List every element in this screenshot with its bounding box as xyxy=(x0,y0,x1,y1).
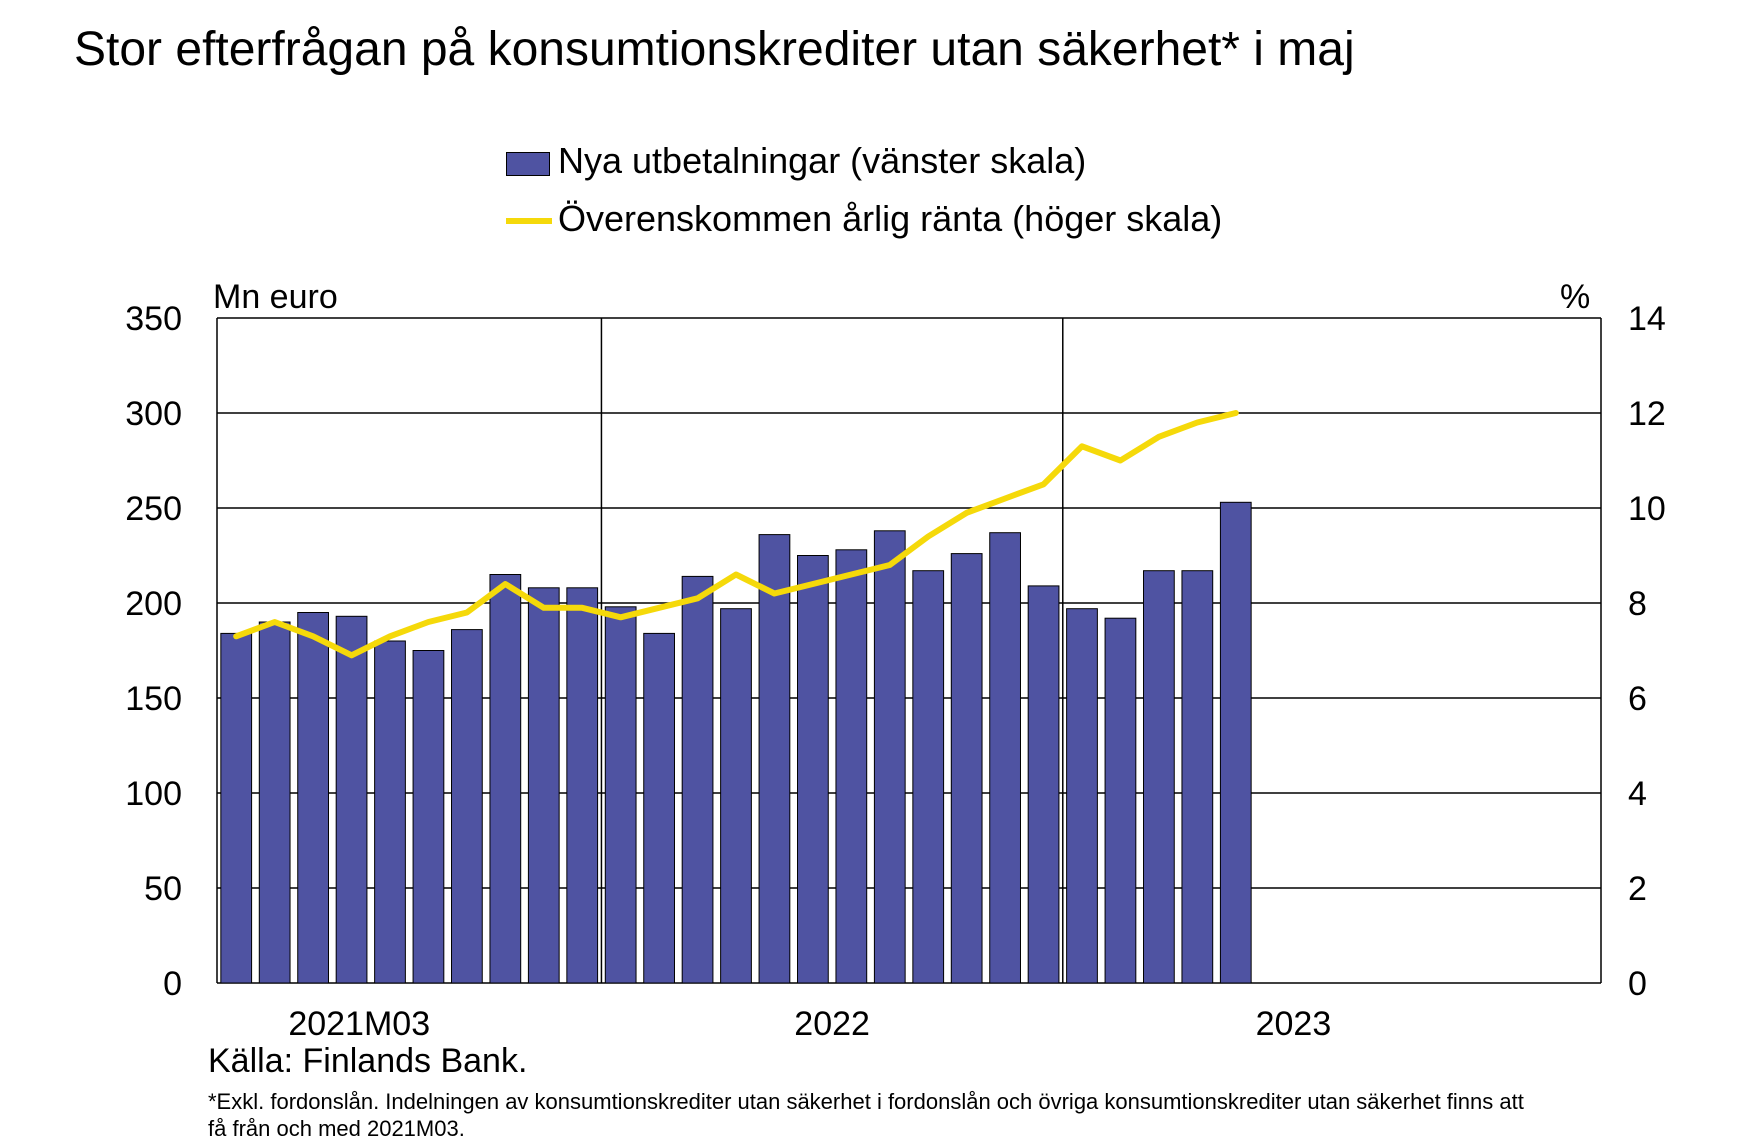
legend-swatch-bar xyxy=(506,152,550,176)
y-tick-label-right: 0 xyxy=(1628,965,1647,1003)
legend-label-line: Överenskommen årlig ränta (höger skala) xyxy=(558,198,1223,239)
bar xyxy=(220,632,253,984)
bar xyxy=(873,530,906,984)
bar xyxy=(797,555,829,984)
y-tick-label-left: 200 xyxy=(125,585,182,623)
chart-title: Stor efterfrågan på konsumtionskrediter … xyxy=(74,23,1355,76)
x-tick-label: 2023 xyxy=(1256,1005,1332,1043)
bar xyxy=(950,553,983,984)
bar xyxy=(681,575,714,984)
y-tick-label-left: 350 xyxy=(125,300,182,338)
right-axis-unit: % xyxy=(1560,278,1591,316)
y-tick-label-left: 0 xyxy=(163,965,182,1003)
y-tick-label-left: 150 xyxy=(125,680,182,718)
bar xyxy=(1143,570,1175,984)
y-tick-label-right: 10 xyxy=(1628,490,1666,528)
footnote: *Exkl. fordonslån. Indelningen av konsum… xyxy=(208,1089,1524,1141)
legend-label-bars: Nya utbetalningar (vänster skala) xyxy=(558,140,1087,181)
line-series xyxy=(233,410,1239,659)
bar xyxy=(1181,570,1214,984)
source-note: Källa: Finlands Bank. xyxy=(208,1042,528,1080)
bar xyxy=(527,587,560,984)
y-tick-label-left: 50 xyxy=(144,870,182,908)
bar xyxy=(258,621,291,984)
legend-swatch-line xyxy=(506,218,552,224)
y-tick-label-right: 8 xyxy=(1628,585,1647,623)
bar xyxy=(1219,501,1252,984)
y-tick-label-right: 2 xyxy=(1628,870,1647,908)
bar xyxy=(566,587,599,984)
x-tick-label: 2022 xyxy=(794,1005,870,1043)
bar xyxy=(835,549,868,984)
y-tick-label-right: 6 xyxy=(1628,680,1647,718)
bar xyxy=(374,640,406,984)
y-tick-label-right: 12 xyxy=(1628,395,1666,433)
bar xyxy=(643,632,675,984)
bar xyxy=(412,650,445,984)
bar xyxy=(1066,608,1098,984)
bar xyxy=(489,574,522,984)
left-axis-unit: Mn euro xyxy=(213,278,338,316)
bar xyxy=(451,629,483,984)
bar xyxy=(989,532,1021,984)
bar xyxy=(604,606,637,984)
bar xyxy=(1104,617,1137,984)
bar xyxy=(335,615,368,984)
bar xyxy=(297,612,329,984)
bar xyxy=(912,570,945,984)
bar xyxy=(1027,585,1060,984)
y-tick-label-right: 4 xyxy=(1628,775,1647,813)
bar xyxy=(720,608,752,984)
y-tick-label-left: 100 xyxy=(125,775,182,813)
bar xyxy=(758,534,791,984)
y-tick-label-left: 250 xyxy=(125,490,182,528)
y-tick-label-left: 300 xyxy=(125,395,182,433)
x-tick-label: 2021M03 xyxy=(288,1005,430,1043)
y-tick-label-right: 14 xyxy=(1628,300,1666,338)
